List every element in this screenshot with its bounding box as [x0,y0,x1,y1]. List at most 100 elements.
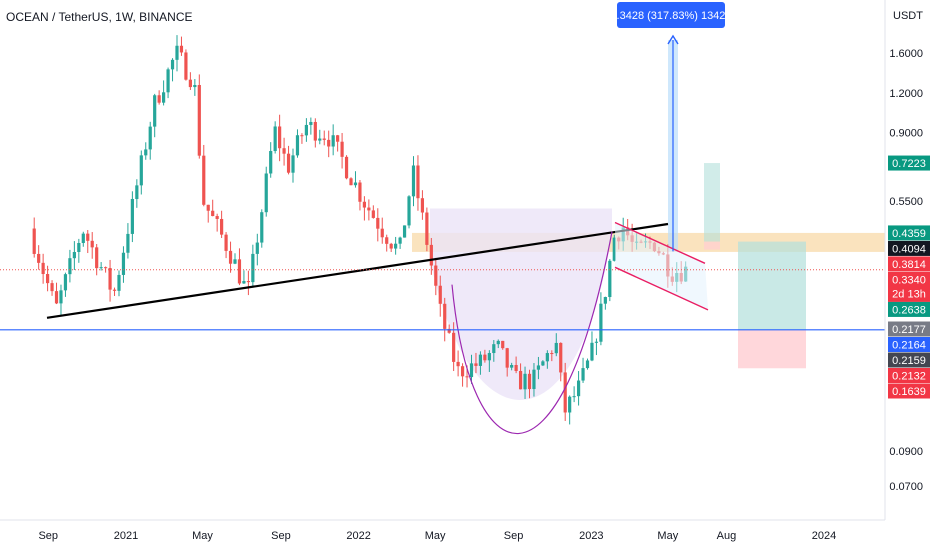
candle-body [327,139,331,147]
candle [358,180,362,211]
candle-body [188,79,192,88]
candle-body [429,244,433,266]
candle [135,179,139,208]
candle-body [559,342,563,373]
candle-body [349,178,353,186]
candle [304,118,308,142]
candle [353,171,358,188]
candle-body [228,250,233,264]
price-tag-bg [888,271,930,302]
price-tag: 0.3814 [888,256,930,272]
candle [291,148,295,183]
candle [130,191,134,243]
candle [77,238,81,263]
price-tag-bg [888,383,930,399]
channel-fill [615,222,708,310]
candle [81,231,85,247]
price-tick-label: 0.0900 [889,446,923,458]
time-tick-label: 2023 [579,530,603,542]
price-tag-bg [888,321,930,337]
candle [362,196,367,221]
price-tag-label: 0.3340 [892,274,926,286]
candle-body [313,121,317,141]
price-tag-bg [888,368,930,384]
candle [541,360,545,366]
candle [554,333,558,357]
candle [514,356,518,374]
candle [99,262,103,271]
candle [68,249,72,283]
candle [166,67,170,99]
price-tag-label: 0.3814 [892,259,926,271]
candle [496,339,500,349]
candle-body [251,253,255,283]
candle-body [170,59,175,70]
candle-body [166,69,170,93]
candle [86,230,90,254]
cup-zone [430,208,612,400]
candle [37,245,41,270]
candle-body [215,216,219,219]
time-tick-label: May [425,530,446,542]
candle [416,155,420,211]
price-tag-countdown: 2d 13h [892,288,926,300]
candle-body [202,155,206,205]
candle-body [594,341,599,343]
time-tick-label: May [657,530,678,542]
candle [278,114,282,162]
candle [527,369,532,399]
candle-body [81,233,85,244]
candle [447,324,451,334]
candle-body [550,353,554,355]
candle [532,363,536,397]
measure-arrow-head [667,34,679,45]
candle-body [121,252,126,275]
candle-body [505,348,509,368]
channel-lower [614,266,709,311]
price-tick-label: 0.9000 [889,128,923,140]
candle [612,234,616,262]
candle-body [264,173,268,213]
price-tag-label: 0.2177 [892,324,926,336]
candle [215,213,219,232]
candle-body [135,185,139,199]
candle-body [286,153,291,173]
candle-body [367,207,371,211]
channel-upper [614,221,706,264]
candle-body [394,243,398,249]
candle-body [469,363,474,378]
candle [237,248,242,286]
price-tag: 0.4094 [888,240,930,256]
price-tag: 0.1639 [888,383,930,399]
candle-body [304,124,308,136]
candle-body [108,267,112,290]
candle [224,232,228,259]
candle [425,207,429,252]
candle [407,195,411,229]
candle-body [197,84,201,156]
candle [269,142,273,178]
candle [581,357,585,383]
candle [572,386,576,403]
candle [179,36,184,56]
candle [349,177,353,186]
candle [295,129,300,158]
candle [153,93,157,138]
candle-body [474,363,478,366]
candle-body [407,196,411,226]
candle-body [68,258,72,275]
candle-body [425,212,429,245]
price-tag-label: 0.1639 [892,386,926,398]
candle-body [206,204,210,211]
candle-body [278,126,282,149]
candle-body [54,291,59,304]
price-tag-bg [888,225,930,241]
candle-body [371,210,375,218]
candle [568,395,572,425]
candle [563,362,567,421]
candle-body [541,361,545,366]
price-tag-label: 0.4094 [892,243,926,255]
price-tick-label: 0.5500 [889,196,923,208]
